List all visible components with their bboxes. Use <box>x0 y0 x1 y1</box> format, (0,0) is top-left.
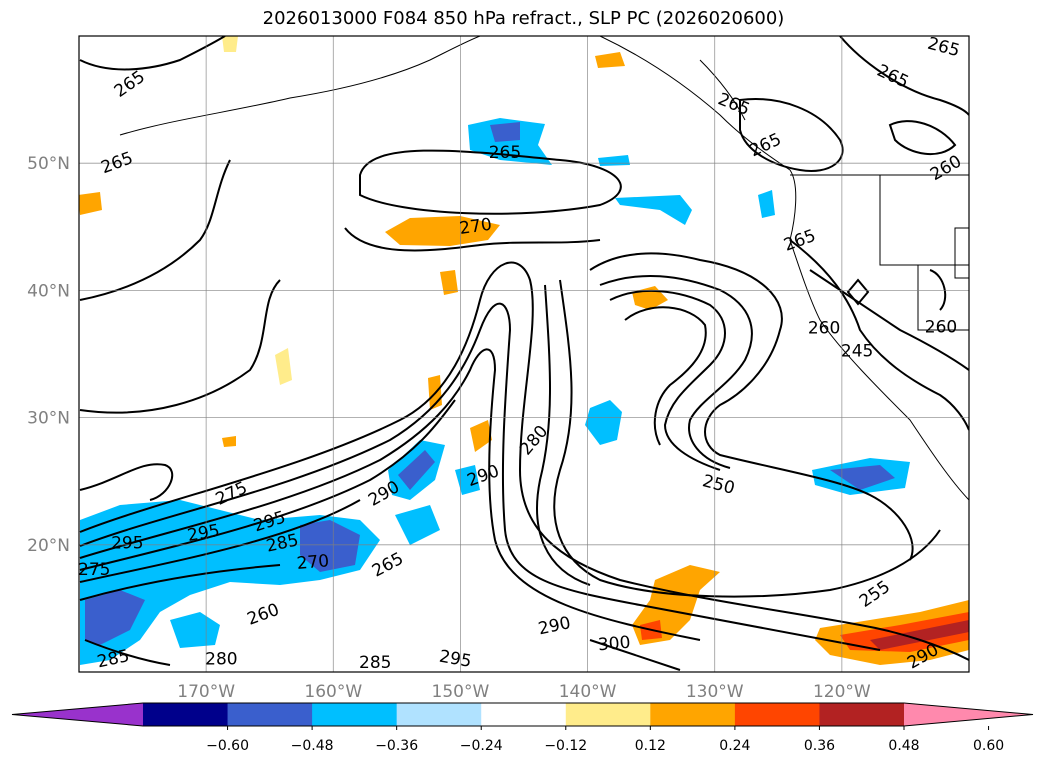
contour-label: 270 <box>458 215 493 239</box>
colorbar-segment <box>143 703 229 726</box>
lat-tick-label: 50°N <box>27 154 70 174</box>
lon-tick-label: 150°W <box>432 682 490 702</box>
map-frame <box>78 35 970 673</box>
lat-tick-label: 40°N <box>27 281 70 301</box>
latitude-labels: 50°N 40°N 30°N 20°N <box>27 154 70 556</box>
colorbar-tick-label: 0.12 <box>635 738 666 754</box>
colorbar-segment <box>312 703 398 726</box>
lat-tick-label: 20°N <box>27 536 70 556</box>
shading-negative <box>80 118 910 665</box>
figure-title: 2026013000 F084 850 hPa refract., SLP PC… <box>262 8 785 29</box>
colorbar-segment <box>396 703 482 726</box>
contour-label: 285 <box>359 653 391 673</box>
lon-tick-label: 140°W <box>559 682 617 702</box>
contour-label: 275 <box>78 560 110 580</box>
colorbar-segment <box>734 703 820 726</box>
colorbar-tick-label: −0.12 <box>544 738 587 754</box>
colorbar-tick-label: −0.24 <box>460 738 503 754</box>
contour-label: 265 <box>489 143 521 163</box>
contour-label: 270 <box>296 551 330 574</box>
colorbar-segment <box>819 703 905 726</box>
colorbar-extend-high <box>904 703 1033 726</box>
lon-tick-label: 170°W <box>177 682 235 702</box>
contour-label: 260 <box>925 317 957 337</box>
colorbar-tick-label: 0.24 <box>719 738 750 754</box>
colorbar-tick-label: −0.36 <box>375 738 418 754</box>
colorbar-tick-label: 0.36 <box>804 738 835 754</box>
colorbar-tick-label: −0.60 <box>206 738 249 754</box>
colorbar-segment <box>650 703 736 726</box>
graticule <box>79 36 969 672</box>
contour-label: 245 <box>841 341 873 361</box>
colorbar-segment <box>481 703 567 726</box>
colorbar-segment <box>227 703 313 726</box>
colorbar-tick-label: 0.60 <box>973 738 1004 754</box>
contour-label: 260 <box>808 319 840 339</box>
lon-tick-label: 120°W <box>813 682 871 702</box>
shading-positive <box>79 36 969 665</box>
colorbar-tick-label: 0.48 <box>888 738 919 754</box>
contour-label: 280 <box>205 649 237 669</box>
colorbar-extend-low <box>12 703 143 726</box>
colorbar: −0.60 −0.48 −0.36 −0.24 −0.12 0.12 0.24 0.36 0.4… <box>11 702 1034 754</box>
contour-label: 300 <box>597 633 631 656</box>
contour-label: 295 <box>111 534 143 554</box>
lon-tick-label: 130°W <box>686 682 744 702</box>
longitude-labels: 170°W 160°W 150°W 140°W 130°W 120°W <box>177 682 871 702</box>
lon-tick-label: 160°W <box>304 682 362 702</box>
contour-lines <box>79 36 969 671</box>
colorbar-segment <box>565 703 651 726</box>
colorbar-tick-label: −0.48 <box>291 738 334 754</box>
lat-tick-label: 30°N <box>27 409 70 429</box>
